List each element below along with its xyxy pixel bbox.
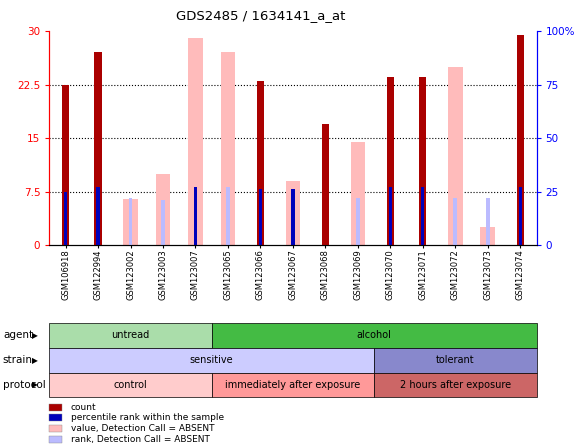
Bar	[62, 85, 69, 245]
Text: sensitive: sensitive	[190, 355, 234, 365]
Text: GDS2485 / 1634141_a_at: GDS2485 / 1634141_a_at	[176, 9, 346, 22]
Bar	[257, 81, 264, 245]
Bar	[220, 52, 235, 245]
Bar	[324, 198, 327, 245]
Text: value, Detection Call = ABSENT: value, Detection Call = ABSENT	[71, 424, 214, 433]
Bar	[419, 77, 426, 245]
Bar	[259, 190, 262, 245]
Bar	[64, 192, 67, 245]
Bar	[96, 187, 100, 245]
Bar	[486, 198, 490, 245]
Text: alcohol: alcohol	[357, 330, 392, 340]
Bar	[448, 67, 463, 245]
Bar	[350, 142, 365, 245]
Bar	[389, 187, 392, 245]
Text: 2 hours after exposure: 2 hours after exposure	[400, 380, 511, 390]
Text: tolerant: tolerant	[436, 355, 474, 365]
Bar	[226, 187, 230, 245]
Text: control: control	[114, 380, 147, 390]
Bar	[517, 35, 524, 245]
Bar	[387, 77, 394, 245]
Bar	[161, 200, 165, 245]
Text: strain: strain	[3, 355, 33, 365]
Text: agent: agent	[3, 330, 33, 340]
Text: rank, Detection Call = ABSENT: rank, Detection Call = ABSENT	[71, 435, 209, 444]
Text: immediately after exposure: immediately after exposure	[225, 380, 361, 390]
Bar	[291, 202, 295, 245]
Text: percentile rank within the sample: percentile rank within the sample	[71, 413, 224, 422]
Bar	[322, 124, 329, 245]
Text: untread: untread	[111, 330, 150, 340]
Bar	[188, 38, 203, 245]
Bar	[285, 181, 300, 245]
Bar	[454, 198, 457, 245]
Bar	[129, 198, 132, 245]
Text: ▶: ▶	[32, 331, 38, 340]
Text: protocol: protocol	[3, 380, 46, 390]
Text: ▶: ▶	[32, 381, 38, 389]
Bar	[194, 187, 197, 245]
Text: ▶: ▶	[32, 356, 38, 365]
Bar	[421, 187, 425, 245]
Bar	[291, 190, 295, 245]
Bar	[356, 198, 360, 245]
Bar	[519, 187, 522, 245]
Text: count: count	[71, 403, 96, 412]
Bar	[123, 199, 138, 245]
Bar	[95, 52, 102, 245]
Bar	[194, 187, 197, 245]
Bar	[155, 174, 171, 245]
Bar	[480, 227, 495, 245]
